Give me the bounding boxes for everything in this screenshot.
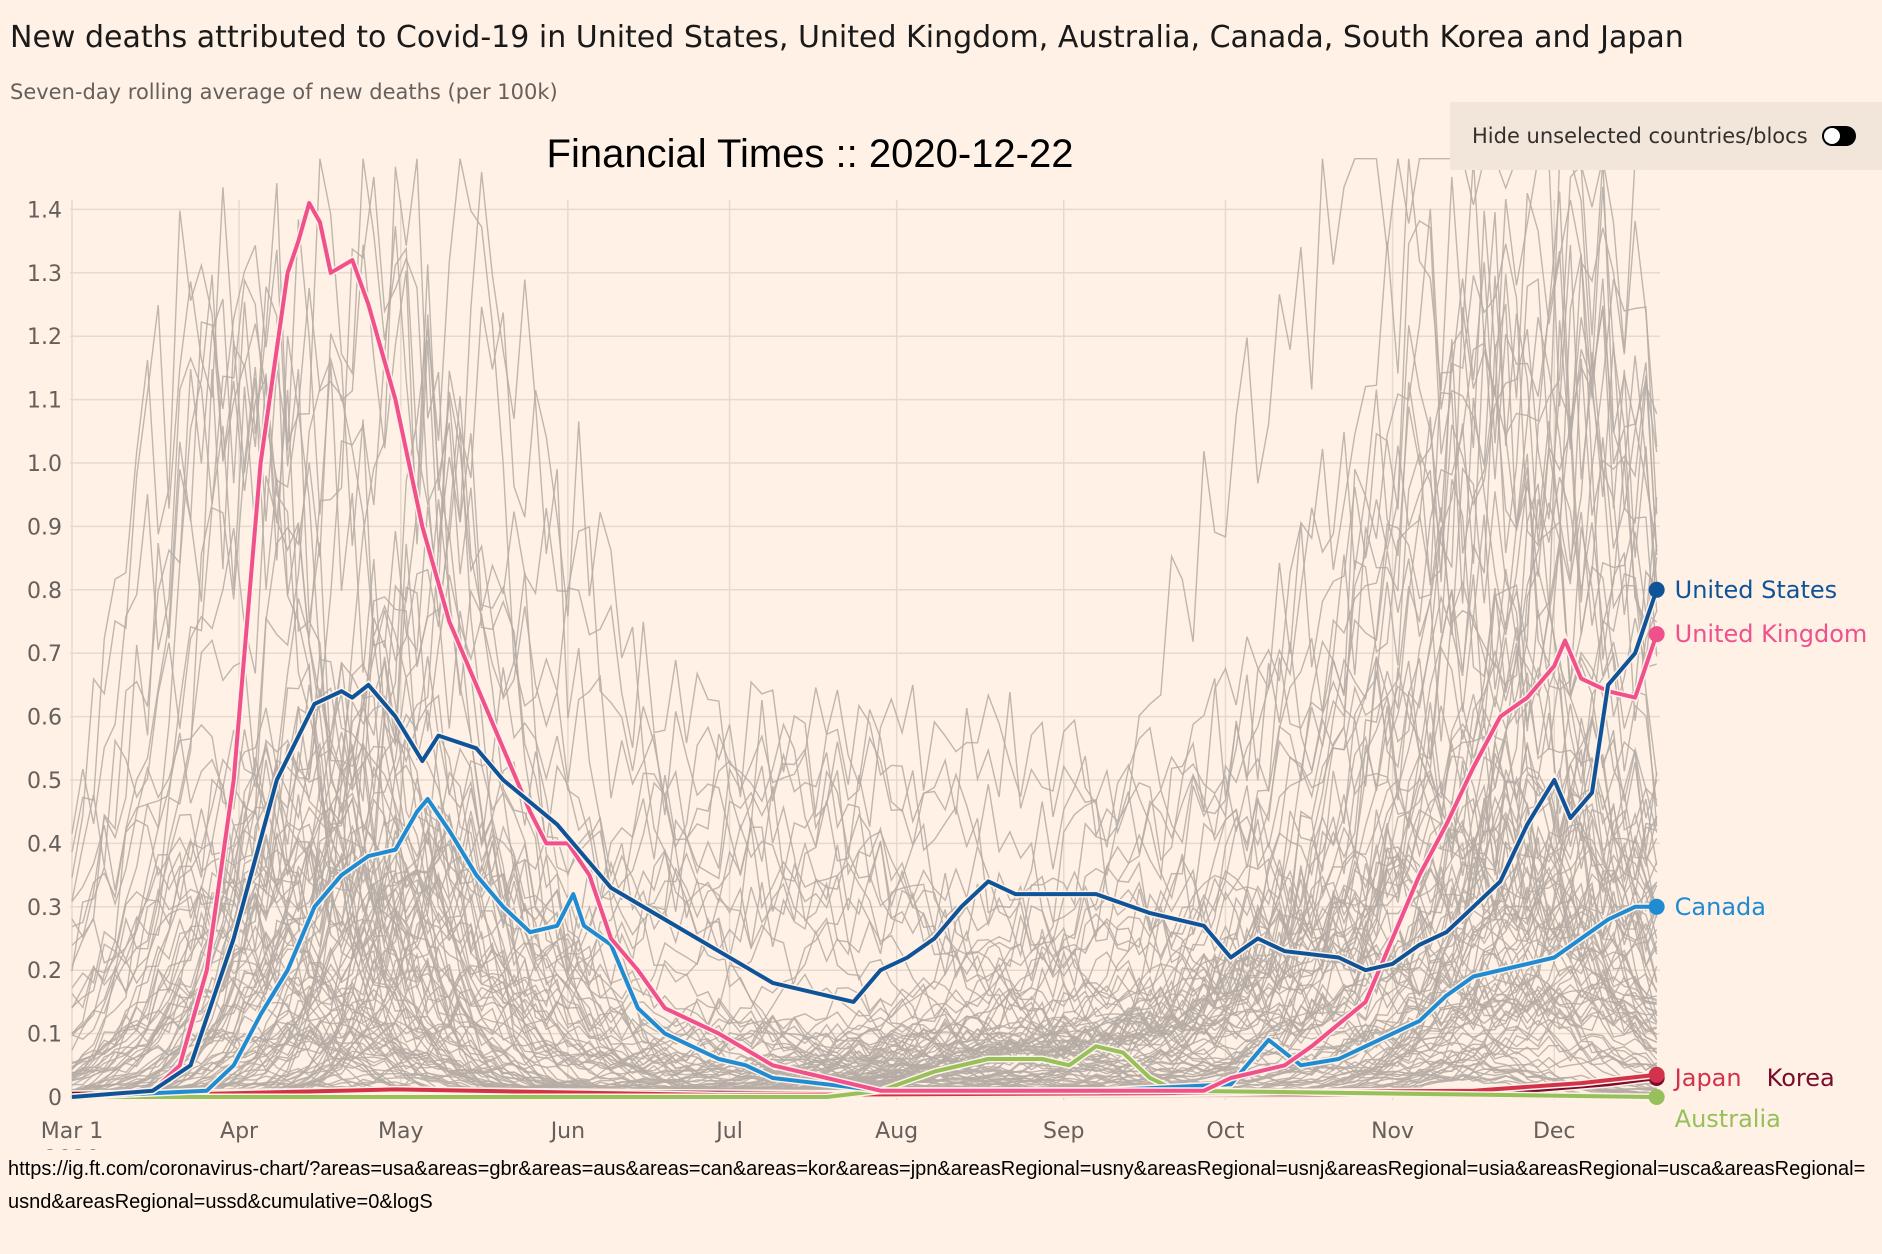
background-series-line <box>71 389 1658 1098</box>
x-tick-label: Jun <box>549 1119 585 1144</box>
y-tick-label: 0.4 <box>27 832 62 857</box>
y-tick-label: 0.2 <box>27 959 62 984</box>
background-series-line <box>71 158 1658 1030</box>
background-series-line <box>71 526 1658 1094</box>
chart-title: New deaths attributed to Covid-19 in Uni… <box>10 20 1684 55</box>
background-series-line <box>72 680 1657 1098</box>
background-series-line <box>71 956 1658 1096</box>
y-tick-label: 1.3 <box>27 262 62 287</box>
y-tick-label: 0.6 <box>27 706 62 731</box>
series-end-dot <box>1648 1066 1665 1083</box>
toggle-switch[interactable] <box>1821 126 1856 146</box>
x-tick-label: Apr <box>220 1119 259 1144</box>
x-tick-label: May <box>378 1119 423 1144</box>
series-line-united-kingdom <box>71 201 1659 1099</box>
y-tick-label: 1.0 <box>27 452 62 477</box>
background-series-line <box>72 158 1658 1098</box>
series-label: Australia <box>1675 1105 1781 1133</box>
x-tick-label: Nov <box>1371 1119 1414 1144</box>
y-tick-label: 1.4 <box>27 198 62 223</box>
series-end-dot <box>1648 626 1665 643</box>
y-tick-label: 0 <box>48 1086 62 1111</box>
series-label: United States <box>1675 576 1838 604</box>
hide-unselected-toggle[interactable]: Hide unselected countries/blocs <box>1450 102 1882 170</box>
y-tick-label: 0.5 <box>27 769 62 794</box>
series-label: Japan <box>1673 1064 1742 1092</box>
background-series-line <box>72 813 1658 1098</box>
y-tick-label: 0.3 <box>27 896 62 921</box>
source-url: https://ig.ft.com/coronavirus-chart/?are… <box>8 1158 1866 1213</box>
watermark-title: Financial Times :: 2020-12-22 <box>546 132 1074 176</box>
background-series-line <box>72 802 1657 1098</box>
series-label: Korea <box>1767 1064 1835 1092</box>
x-tick-label: Jul <box>714 1119 743 1144</box>
y-tick-label: 0.7 <box>27 642 62 667</box>
x-tick-label: Dec <box>1533 1119 1576 1144</box>
background-series-line <box>71 862 1657 1097</box>
background-series-line <box>72 720 1658 1098</box>
x-tick-sublabel: 2020 <box>44 1147 100 1150</box>
background-series-line <box>71 274 1657 1098</box>
background-series-line <box>72 829 1657 1098</box>
x-tick-label: Mar 1 <box>41 1119 104 1144</box>
toggle-label: Hide unselected countries/blocs <box>1472 124 1808 148</box>
series-end-dot <box>1648 898 1665 915</box>
background-series-line <box>72 158 1658 1098</box>
y-tick-label: 0.9 <box>27 515 62 540</box>
series-line-united-states <box>71 589 1659 1099</box>
background-series-line <box>71 514 1658 1098</box>
x-tick-label: Aug <box>875 1119 918 1144</box>
background-series-line <box>72 314 1658 1098</box>
series-label: United Kingdom <box>1675 620 1868 648</box>
chart-subtitle: Seven-day rolling average of new deaths … <box>10 80 558 104</box>
series-label: Canada <box>1675 893 1766 921</box>
series-end-dot <box>1648 1089 1665 1105</box>
y-tick-label: 1.2 <box>27 325 62 350</box>
y-tick-label: 0.1 <box>27 1023 62 1048</box>
series-line-canada <box>71 797 1657 1099</box>
series-end-dot <box>1648 581 1665 598</box>
background-series-line <box>71 158 1658 1098</box>
background-series-line <box>72 158 1658 1098</box>
line-chart: 0 0.1 0.2 0.3 0.4 0.5 0.6 0.7 0.8 0.9 1.0 1.1 1.2 1.3… <box>27 158 1868 1150</box>
x-tick-label: Oct <box>1206 1119 1244 1144</box>
y-tick-label: 0.8 <box>27 579 62 604</box>
x-tick-label: Sep <box>1043 1119 1084 1144</box>
y-tick-label: 1.1 <box>27 389 62 414</box>
